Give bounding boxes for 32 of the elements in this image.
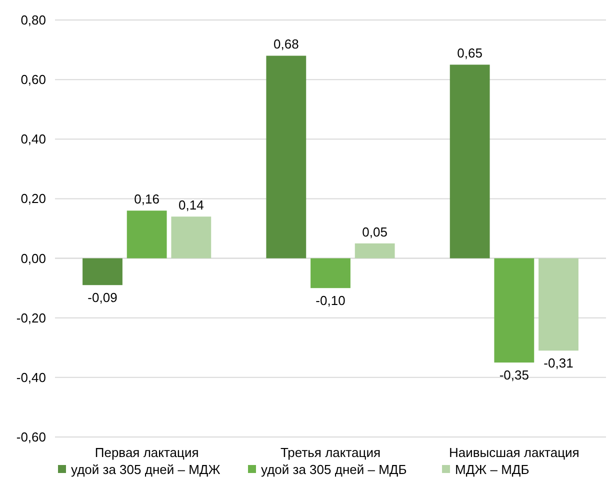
data-label: 0,16 — [134, 192, 160, 207]
bar — [494, 258, 534, 363]
y-tick-label: -0,40 — [16, 370, 46, 385]
data-label: 0,05 — [362, 224, 388, 240]
y-tick-label: 0,80 — [20, 12, 46, 28]
data-label: 0,68 — [274, 36, 299, 52]
legend-label: удой за 305 дней – МДЖ — [71, 462, 220, 477]
y-tick-label: 0,20 — [20, 191, 46, 206]
bar — [450, 64, 490, 258]
bar — [266, 56, 306, 258]
y-tick-label: 0,60 — [20, 72, 46, 88]
data-label: 0,14 — [178, 198, 204, 213]
x-tick-label: Первая лактация — [94, 445, 199, 460]
x-tick-label: Третья лактация — [280, 445, 381, 460]
y-tick-label: -0,60 — [16, 430, 46, 444]
data-label: -0,09 — [88, 290, 118, 306]
y-tick-label: 0,40 — [20, 132, 46, 147]
data-label: -0,35 — [499, 368, 529, 383]
bar — [126, 210, 167, 258]
bar — [171, 216, 212, 258]
bar — [354, 243, 395, 258]
data-label: 0,65 — [457, 46, 482, 61]
bar — [82, 258, 122, 286]
bar — [538, 258, 578, 351]
bar — [310, 258, 350, 288]
x-tick-label: Наивысшая лактация — [448, 445, 580, 460]
data-label: -0,10 — [316, 293, 346, 308]
legend-label: МДЖ – МДБ — [455, 462, 530, 477]
y-tick-label: 0,00 — [20, 250, 46, 266]
y-tick-label: -0,20 — [16, 310, 46, 326]
data-label: -0,31 — [544, 356, 574, 371]
legend-label: удой за 305 дней – МДБ — [261, 462, 407, 477]
